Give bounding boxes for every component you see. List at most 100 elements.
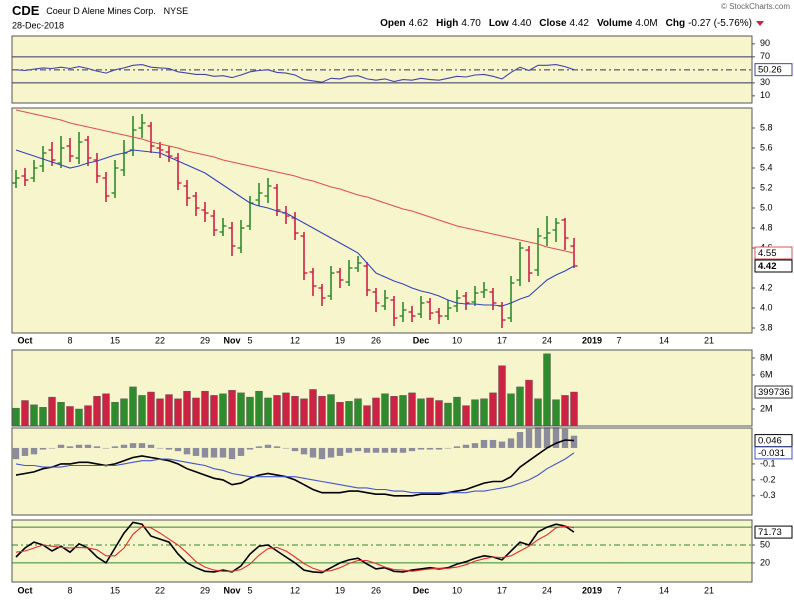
x-tick-label: 2019 bbox=[582, 335, 602, 345]
x-tick-label: 24 bbox=[542, 335, 552, 345]
value-tag: 399736 bbox=[758, 387, 790, 398]
x-tick-label: Dec bbox=[413, 335, 430, 345]
histogram-bar bbox=[66, 446, 74, 448]
histogram-bar bbox=[444, 447, 452, 449]
histogram-bar bbox=[156, 447, 164, 449]
x-tick-label: 10 bbox=[452, 335, 462, 345]
y-tick-label: 5.8 bbox=[760, 122, 773, 132]
volume-bar bbox=[525, 379, 533, 427]
volume-bar bbox=[165, 394, 173, 427]
histogram-bar bbox=[399, 447, 407, 453]
histogram-bar bbox=[102, 447, 110, 449]
x-tick-label: 8 bbox=[67, 335, 72, 345]
x-tick-label: 14 bbox=[659, 585, 669, 595]
histogram-bar bbox=[534, 427, 542, 448]
quote-label: Chg bbox=[666, 18, 685, 29]
histogram-bar bbox=[291, 447, 299, 452]
x-tick-label: 29 bbox=[200, 585, 210, 595]
volume-bar bbox=[300, 398, 308, 427]
histogram-bar bbox=[120, 444, 128, 448]
volume-bar bbox=[381, 393, 389, 427]
volume-bar bbox=[201, 390, 209, 427]
x-tick-label: 21 bbox=[704, 335, 714, 345]
histogram-bar bbox=[147, 444, 155, 448]
y-tick-label: 3.8 bbox=[760, 322, 773, 332]
volume-bar bbox=[426, 397, 434, 427]
volume-bar bbox=[309, 389, 317, 427]
y-tick-label: 20 bbox=[760, 557, 770, 567]
volume-bar bbox=[264, 397, 272, 427]
down-arrow bbox=[756, 21, 764, 26]
volume-bar bbox=[291, 396, 299, 427]
value-tag-box bbox=[754, 525, 793, 539]
panel-background bbox=[12, 108, 752, 333]
volume-bar bbox=[435, 400, 443, 427]
volume-bar bbox=[210, 395, 218, 427]
value-tag: 50.26 bbox=[758, 65, 782, 76]
histogram-bar bbox=[48, 447, 56, 449]
volume-bar bbox=[93, 396, 101, 427]
x-tick-label: 19 bbox=[335, 585, 345, 595]
histogram-bar bbox=[111, 446, 119, 448]
series-line bbox=[15, 149, 575, 307]
histogram-bar bbox=[309, 447, 317, 458]
histogram-bar bbox=[255, 446, 263, 448]
volume-bar bbox=[147, 391, 155, 427]
x-tick-label: Nov bbox=[223, 585, 240, 595]
histogram-bar bbox=[561, 428, 569, 448]
histogram-bar bbox=[183, 447, 191, 455]
volume-bar bbox=[192, 397, 200, 427]
y-tick-label: 5.4 bbox=[760, 162, 773, 172]
histogram-bar bbox=[201, 447, 209, 458]
y-tick-label: 50 bbox=[760, 539, 770, 549]
quote-line: Open 4.62 High 4.70 Low 4.40 Close 4.42 Volume 4.… bbox=[380, 18, 752, 29]
histogram-bar bbox=[129, 443, 137, 448]
value-tag: -0.031 bbox=[758, 448, 785, 459]
volume-bar bbox=[480, 398, 488, 427]
y-tick-label: -0.1 bbox=[760, 458, 776, 468]
histogram-bar bbox=[453, 446, 461, 448]
x-tick-label: 26 bbox=[371, 335, 381, 345]
x-tick-label: 17 bbox=[497, 585, 507, 595]
x-tick-label: 7 bbox=[616, 335, 621, 345]
x-tick-label: 5 bbox=[247, 585, 252, 595]
x-tick-label: Oct bbox=[17, 335, 32, 345]
quote-label: Close bbox=[539, 18, 567, 29]
y-tick-label: 5.0 bbox=[760, 202, 773, 212]
histogram-bar bbox=[210, 447, 218, 458]
volume-bar bbox=[102, 393, 110, 427]
histogram-bar bbox=[516, 431, 524, 448]
value-tag-box bbox=[754, 259, 793, 273]
volume-bar bbox=[417, 398, 425, 427]
x-tick-label: 2019 bbox=[582, 585, 602, 595]
histogram-bar bbox=[273, 446, 281, 448]
quote-value: 4.70 bbox=[461, 18, 481, 29]
histogram-bar bbox=[174, 447, 182, 452]
quote-value: 4.42 bbox=[570, 18, 590, 29]
value-tag: 4.55 bbox=[758, 248, 777, 259]
volume-bar bbox=[390, 396, 398, 427]
histogram-bar bbox=[381, 447, 389, 453]
panel-background bbox=[12, 520, 752, 582]
histogram-bar bbox=[219, 447, 227, 458]
value-tag-box bbox=[754, 385, 793, 399]
volume-bar bbox=[462, 405, 470, 427]
x-tick-label: 7 bbox=[616, 585, 621, 595]
y-tick-label: 90 bbox=[760, 38, 770, 48]
histogram-bar bbox=[21, 447, 29, 456]
volume-bar bbox=[552, 399, 560, 427]
x-tick-label: 24 bbox=[542, 585, 552, 595]
quote-value: -0.27 (-5.76%) bbox=[688, 18, 752, 29]
series-line bbox=[15, 525, 575, 572]
volume-bar bbox=[66, 406, 74, 427]
histogram-bar bbox=[498, 441, 506, 448]
histogram-bar bbox=[336, 447, 344, 456]
value-tag-box bbox=[754, 246, 793, 260]
volume-bar bbox=[12, 407, 20, 427]
quote-value: 4.62 bbox=[409, 18, 429, 29]
y-tick-label: 6M bbox=[760, 369, 773, 379]
volume-bar bbox=[219, 393, 227, 427]
x-tick-label: Dec bbox=[413, 585, 430, 595]
volume-bar bbox=[399, 395, 407, 427]
x-tick-label: 29 bbox=[200, 335, 210, 345]
